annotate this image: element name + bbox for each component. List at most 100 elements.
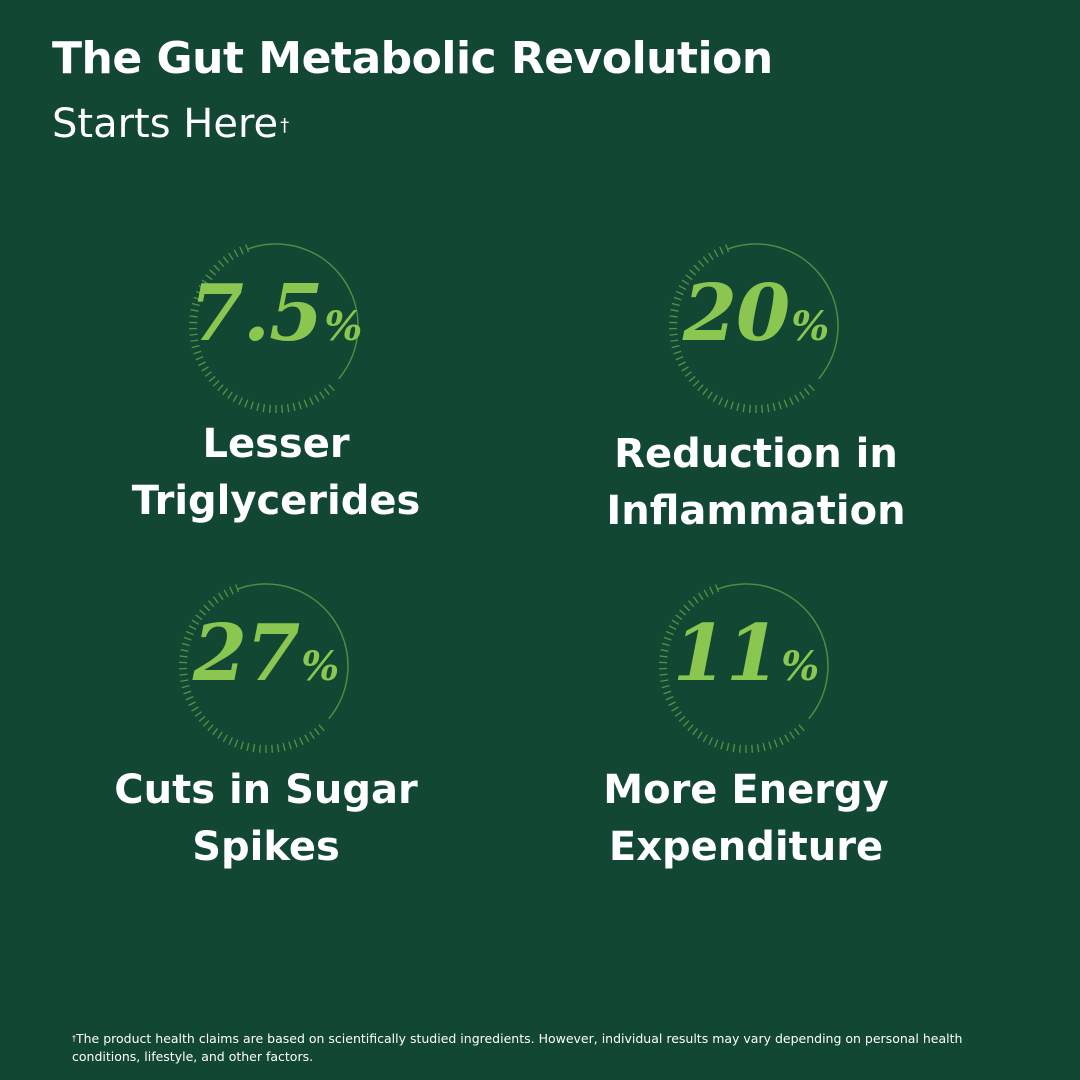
ring-tick xyxy=(239,246,244,255)
ring-tick xyxy=(309,731,315,739)
ring-tick xyxy=(659,673,668,676)
ring-tick xyxy=(738,744,741,753)
ring-tick xyxy=(702,256,709,264)
ring-tick xyxy=(199,609,207,616)
ring-tick xyxy=(687,724,694,732)
ring-tick xyxy=(762,742,766,752)
ring-tick xyxy=(222,734,228,743)
ring-tick xyxy=(669,315,678,318)
ring-tick xyxy=(202,720,210,727)
ring-tick xyxy=(678,361,686,367)
ring-tick xyxy=(684,371,692,377)
ring-tick xyxy=(708,737,713,745)
ring-tick xyxy=(726,742,730,752)
ring-tick xyxy=(665,696,674,701)
ring-tick xyxy=(678,285,687,290)
ring-tick xyxy=(702,734,708,743)
ring-tick xyxy=(761,404,764,413)
stat-value: 20% xyxy=(536,264,976,385)
ring-tick xyxy=(751,744,754,753)
ring-tick xyxy=(720,741,724,750)
ring-tick xyxy=(724,399,729,408)
ring-tick xyxy=(685,274,693,281)
ring-tick xyxy=(766,404,770,413)
stat-value: 27% xyxy=(46,604,486,725)
ring-tick xyxy=(292,402,296,412)
ring-tick xyxy=(678,715,686,722)
ring-tick xyxy=(673,296,682,301)
stat-label-line: Triglycerides xyxy=(131,478,421,524)
ring-tick xyxy=(179,673,188,676)
ring-tick xyxy=(203,604,211,612)
footnote: †The product health claims are based on … xyxy=(72,1030,972,1066)
ring-tick xyxy=(707,391,713,399)
ring-tick xyxy=(689,269,697,276)
stat-unit: % xyxy=(324,303,363,350)
ring-tick xyxy=(181,685,190,689)
stat-label: Cuts in Sugar Spikes xyxy=(46,762,486,876)
ring-tick xyxy=(234,739,239,748)
stat-number: 7.5 xyxy=(189,268,324,359)
ring-tick xyxy=(799,391,805,399)
stat-card-sugar-spikes: 27% Cuts in Sugar Spikes xyxy=(46,576,486,876)
ring-tick xyxy=(682,720,690,727)
ring-tick xyxy=(779,737,784,745)
ring-tick xyxy=(229,586,234,595)
ring-tick xyxy=(258,744,261,753)
ring-tick xyxy=(671,302,680,307)
ring-tick xyxy=(212,596,219,604)
ring-tick xyxy=(730,401,734,410)
ring-tick xyxy=(222,256,229,264)
ring-tick xyxy=(318,724,325,732)
ring-tick xyxy=(188,701,196,707)
ring-tick xyxy=(697,260,705,268)
stat-label-line: Spikes xyxy=(192,824,340,870)
ring-tick xyxy=(218,592,224,601)
ring-tick xyxy=(286,404,290,413)
ring-tick xyxy=(240,741,244,750)
ring-tick xyxy=(732,744,736,753)
ring-tick xyxy=(189,315,198,318)
ring-tick xyxy=(719,246,724,255)
ring-tick xyxy=(250,401,254,410)
ring-tick xyxy=(725,244,730,253)
ring-tick xyxy=(688,375,696,382)
ring-tick xyxy=(212,728,219,736)
ring-tick xyxy=(712,394,718,403)
ring-tick xyxy=(188,625,197,630)
ring-tick xyxy=(201,279,210,285)
ring-tick xyxy=(217,731,223,739)
ring-tick xyxy=(748,404,751,413)
ring-tick xyxy=(772,402,776,412)
dashed-circle-ring-icon xyxy=(659,583,829,753)
ring-tick xyxy=(713,249,719,258)
ring-tick xyxy=(235,584,240,593)
ring-tick xyxy=(697,384,704,392)
ring-tick xyxy=(183,690,192,695)
stat-value: 11% xyxy=(526,604,966,725)
ring-tick xyxy=(189,333,198,336)
ring-tick xyxy=(262,404,266,413)
ring-tick xyxy=(233,249,239,258)
ring-tick xyxy=(793,728,800,736)
ring-tick xyxy=(232,394,238,403)
stat-label: Lesser Triglycerides xyxy=(56,416,496,530)
ring-tick xyxy=(293,739,298,748)
ring-tick xyxy=(663,690,672,695)
ring-tick xyxy=(223,589,229,598)
stat-value: 7.5% xyxy=(56,264,496,385)
ring-tick xyxy=(190,339,199,343)
ring-tick xyxy=(768,741,772,750)
ring-tick xyxy=(228,252,234,261)
stat-number: 11 xyxy=(672,608,781,699)
ring-tick xyxy=(246,742,250,752)
ring-tick xyxy=(773,739,778,748)
ring-arc xyxy=(727,243,839,380)
ring-tick xyxy=(659,655,668,658)
ring-tick xyxy=(299,737,304,745)
ring-tick xyxy=(798,724,805,732)
ring-tick xyxy=(244,399,249,408)
ring-tick xyxy=(282,742,286,752)
ring-tick xyxy=(183,636,192,641)
ring-tick xyxy=(195,614,203,621)
